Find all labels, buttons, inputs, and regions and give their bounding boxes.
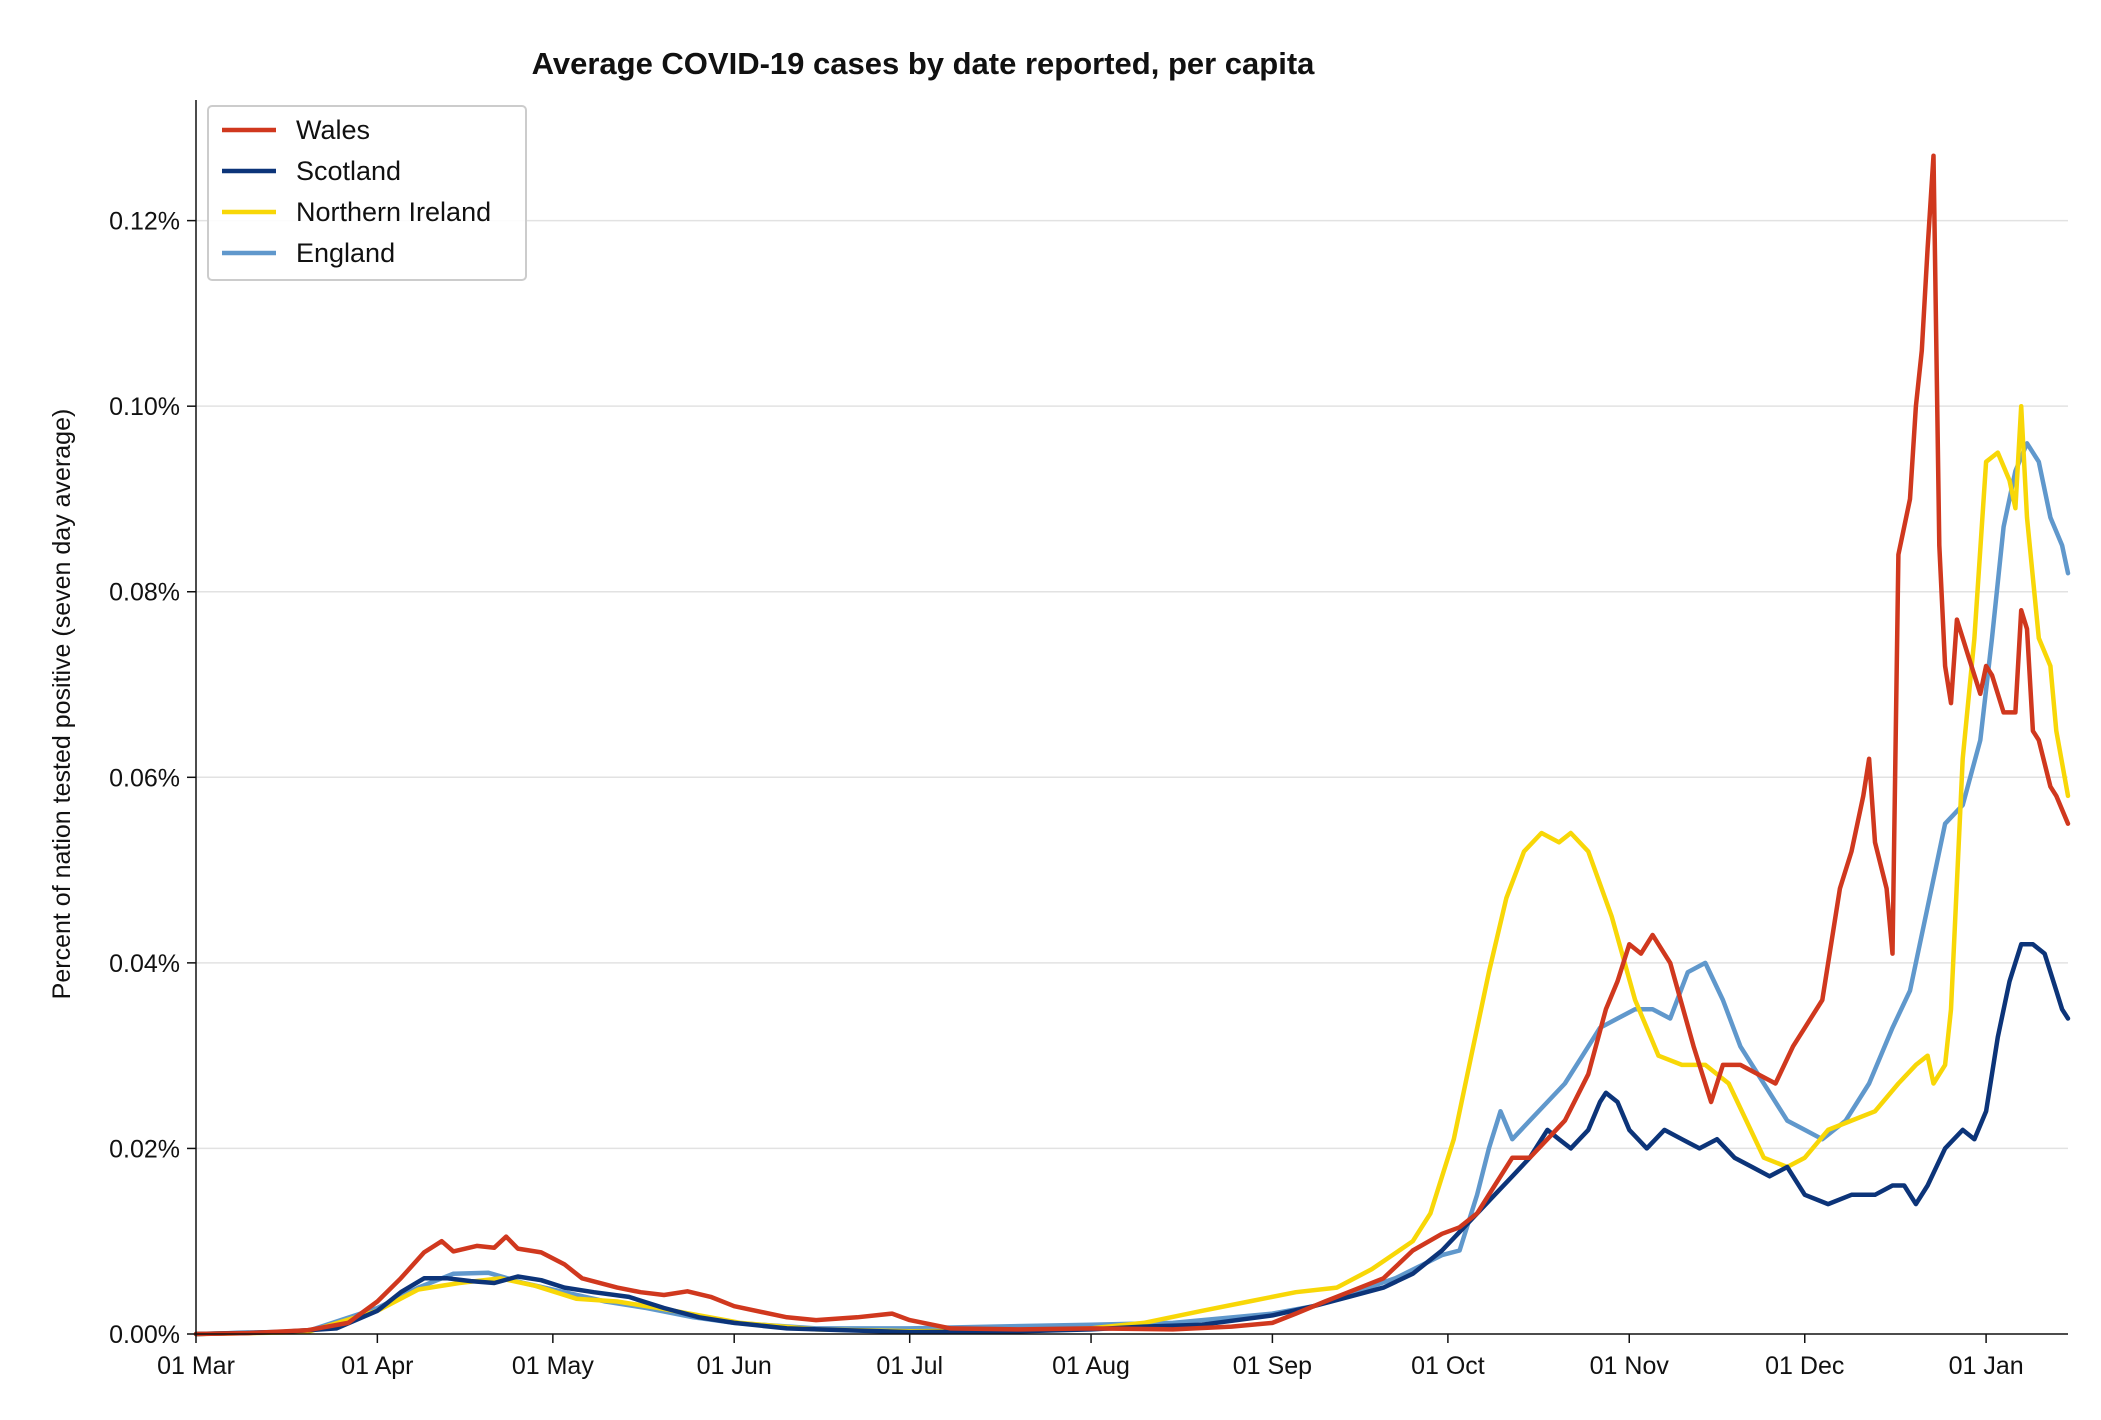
legend-label: England	[296, 238, 395, 268]
legend: Wales Scotland Northern Ireland England	[207, 105, 527, 281]
y-tick-label: 0.00%	[109, 1321, 180, 1349]
x-tick-label: 01 Nov	[1590, 1352, 1670, 1380]
series-line-scotland	[193, 942, 2071, 1337]
chart-title: Average COVID-19 cases by date reported,…	[532, 46, 1316, 81]
x-tick-label: 01 Apr	[341, 1352, 413, 1380]
y-axis-label: Percent of nation tested positive (seven…	[48, 409, 76, 1000]
y-tick-label: 0.06%	[109, 764, 180, 792]
x-tick-label: 01 Jun	[697, 1352, 772, 1380]
x-tick-label: 01 Mar	[157, 1352, 235, 1380]
legend-label: Wales	[296, 115, 370, 145]
y-tick-label: 0.12%	[109, 208, 180, 236]
series-lines	[193, 153, 2071, 1337]
legend-label: Northern Ireland	[296, 197, 491, 227]
y-tick-label: 0.10%	[109, 393, 180, 421]
series-line-wales	[193, 153, 2071, 1337]
y-tick-label: 0.02%	[109, 1135, 180, 1163]
y-tick-label: 0.04%	[109, 950, 180, 978]
x-tick-label: 01 Oct	[1411, 1352, 1485, 1380]
series-line-england	[193, 441, 2071, 1337]
x-tick-label: 01 Jul	[876, 1352, 943, 1380]
x-tick-label: 01 Jan	[1949, 1352, 2024, 1380]
x-tick-label: 01 Dec	[1765, 1352, 1844, 1380]
y-tick-label: 0.08%	[109, 579, 180, 607]
legend-box	[207, 105, 527, 281]
x-tick-label: 01 May	[512, 1352, 594, 1380]
x-tick-label: 01 Aug	[1052, 1352, 1130, 1380]
legend-label: Scotland	[296, 156, 401, 186]
axes: 0.00% 0.02% 0.04% 0.06% 0.08% 0.10% 0.12% 01 Ma…	[109, 100, 2068, 1380]
series-line-northern-ireland	[193, 403, 2071, 1337]
gridlines	[196, 219, 2068, 1150]
x-tick-label: 01 Sep	[1233, 1352, 1312, 1380]
